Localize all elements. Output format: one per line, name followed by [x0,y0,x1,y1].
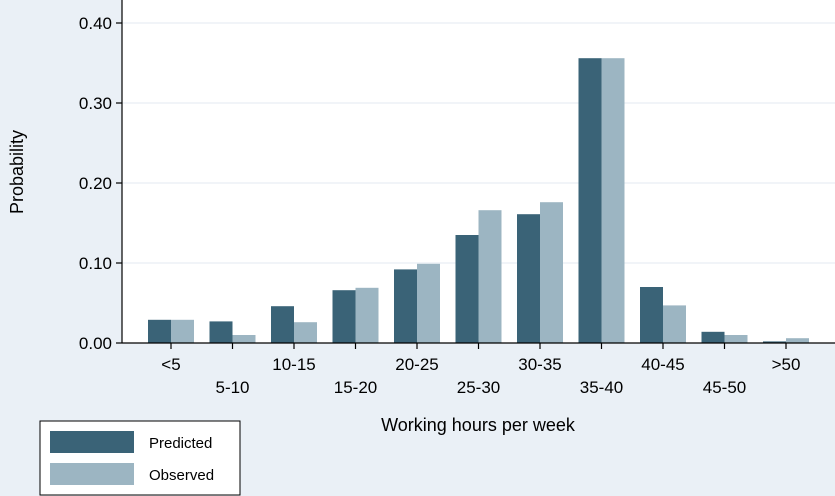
legend-label-observed: Observed [149,467,214,484]
x-tick-label: 10-15 [272,355,315,374]
legend: Predicted Observed [39,420,241,496]
x-axis-title: Working hours per week [381,415,576,435]
x-tick-label: 35-40 [580,378,623,397]
bar-observed-7 [601,58,625,343]
bar-predicted-6 [517,214,540,343]
bar-predicted-7 [578,58,602,343]
y-axis-title: Probability [7,130,27,214]
y-tick-label: 0.40 [79,14,112,33]
bar-predicted-0 [148,319,171,343]
legend-swatch-observed [50,463,134,485]
y-axis: 0.00 0.10 0.20 0.30 0.40 [79,0,123,353]
y-tick-label: 0.30 [79,94,112,113]
bar-predicted-10 [763,341,786,343]
bar-observed-0 [171,319,194,343]
y-tick-label: 0.20 [79,174,112,193]
x-tick-label: 25-30 [457,378,500,397]
bar-predicted-4 [394,269,417,343]
x-tick-label: 15-20 [334,378,377,397]
bar-observed-5 [478,210,502,343]
bar-observed-8 [663,305,686,343]
bar-observed-2 [294,322,317,343]
x-tick-label: 20-25 [395,355,438,374]
x-tick-label: 30-35 [518,355,561,374]
bar-observed-10 [786,338,809,343]
bar-predicted-2 [271,306,294,343]
bar-observed-4 [417,263,440,343]
bars [148,58,809,343]
x-tick-label: 40-45 [641,355,684,374]
y-tick-label: 0.00 [79,334,112,353]
x-tick-label: >50 [772,355,801,374]
bar-observed-3 [355,287,379,343]
bar-predicted-9 [701,331,725,343]
gridlines [122,22,835,264]
x-tick-label: 5-10 [215,378,249,397]
bar-predicted-1 [209,321,233,343]
bar-observed-9 [724,335,748,343]
y-tick-label: 0.10 [79,254,112,273]
bar-observed-1 [232,335,256,343]
bar-predicted-5 [455,235,479,343]
bar-observed-6 [540,202,563,343]
legend-swatch-predicted [50,431,134,453]
x-tick-label: <5 [161,355,180,374]
legend-label-predicted: Predicted [149,435,212,452]
bar-predicted-3 [332,290,356,343]
x-tick-label: 45-50 [703,378,746,397]
x-axis: <5 5-10 10-15 15-20 20-25 25-30 30-35 35-40 40-4… [122,342,835,397]
bar-predicted-8 [640,287,663,343]
